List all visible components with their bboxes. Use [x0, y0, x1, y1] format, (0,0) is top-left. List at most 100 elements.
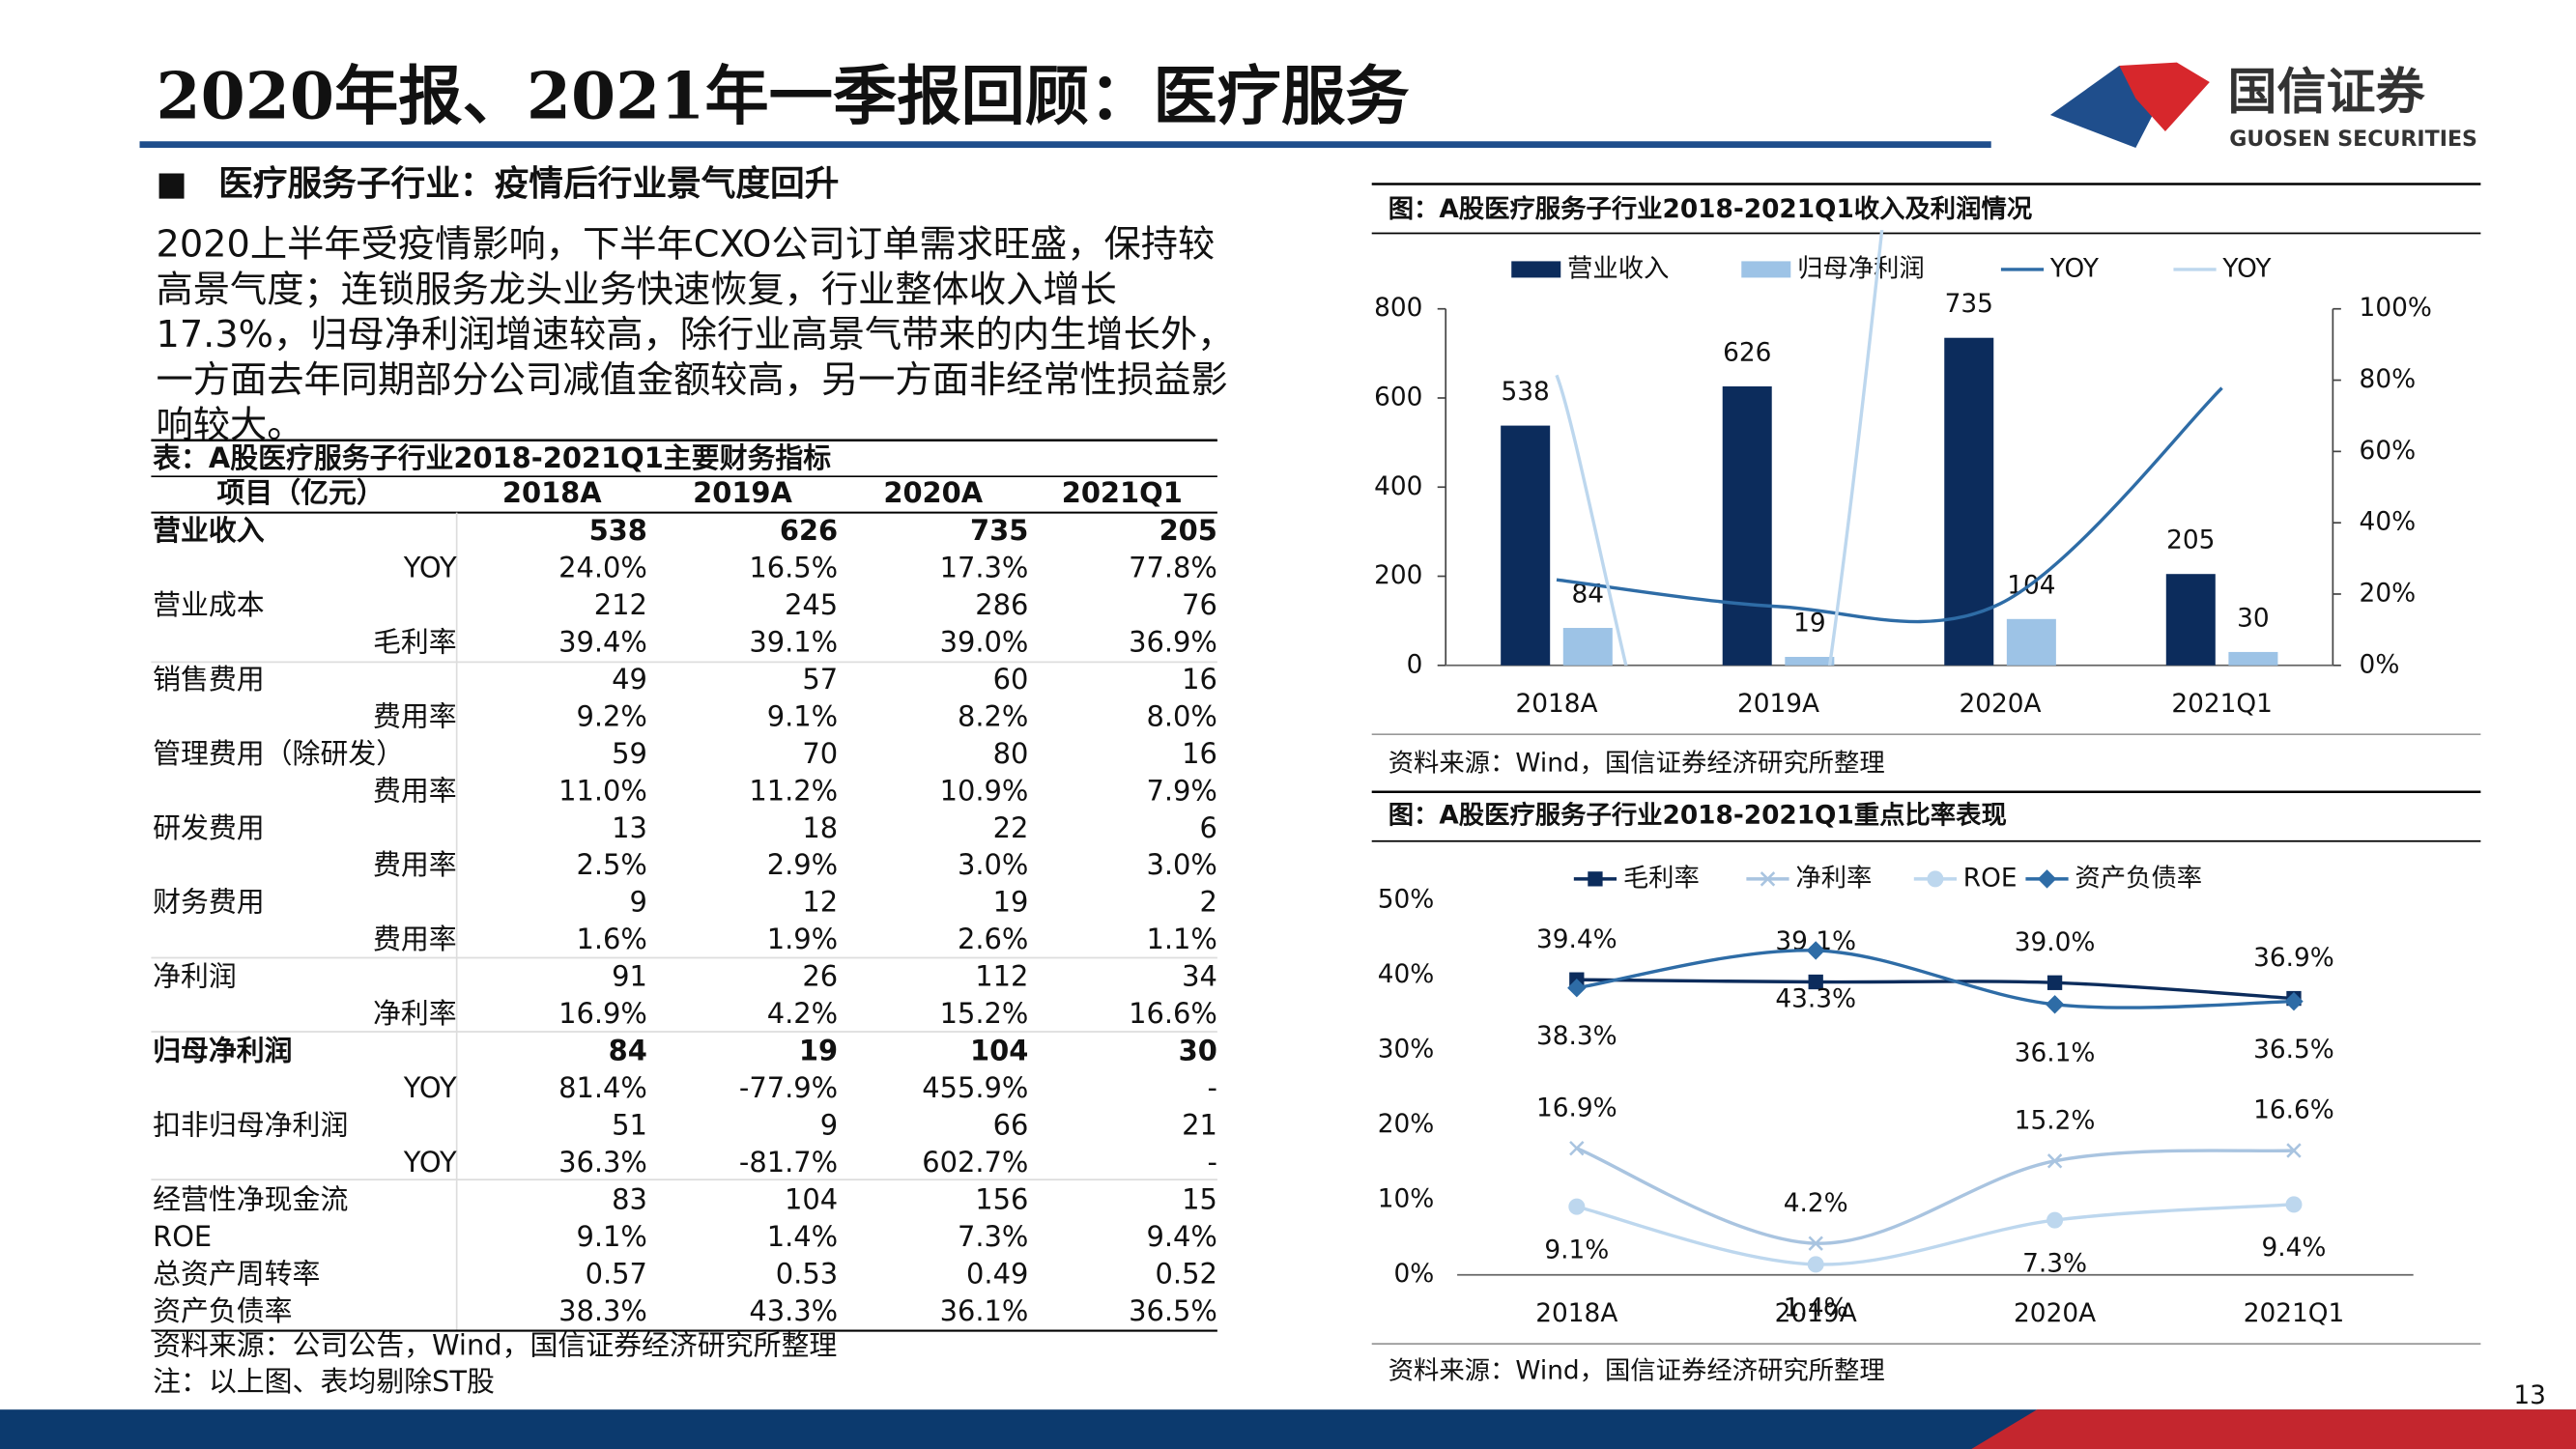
marker — [2037, 869, 2057, 889]
table-cell: 39.1% — [749, 625, 838, 658]
bar — [1785, 657, 1835, 666]
table-cell: 19 — [993, 886, 1029, 919]
x-tick-label: 2021Q1 — [2171, 690, 2273, 719]
x-tick-label: 2021Q1 — [2244, 1299, 2345, 1328]
table-cell: 7.3% — [958, 1220, 1028, 1253]
table-cell: 11.2% — [749, 774, 838, 807]
table-cell: 11.0% — [558, 774, 647, 807]
table-cell: 6 — [1200, 811, 1217, 844]
paragraph-line: 一方面去年同期部分公司减值金额较高，另一方面非经常性损益影 — [157, 358, 1228, 402]
row-label: YOY — [403, 551, 457, 583]
table-cell: 104 — [970, 1035, 1028, 1067]
bar — [2006, 618, 2056, 666]
chart-source: 资料来源：Wind，国信证券经济研究所整理 — [1388, 749, 1885, 778]
marker — [1588, 871, 1603, 887]
marker — [1927, 870, 1944, 888]
bar — [1722, 385, 1772, 666]
table-cell: 7.9% — [1146, 774, 1216, 807]
line — [1576, 1147, 2295, 1245]
bar — [1501, 425, 1551, 666]
table-cell: 19 — [799, 1035, 838, 1067]
y-tick-label: 50% — [1378, 885, 1435, 914]
row-label: 经营性净现金流 — [153, 1182, 348, 1215]
marker — [1808, 1236, 1823, 1251]
table-cell: 0.49 — [966, 1257, 1028, 1290]
table-cell: 2.5% — [577, 848, 647, 881]
legend-swatch — [1741, 261, 1791, 278]
table-cell: 10.9% — [940, 774, 1029, 807]
table-cell: 16 — [1182, 663, 1217, 696]
chart-title: 图：A股医疗服务子行业2018-2021Q1收入及利润情况 — [1388, 194, 2032, 224]
marker — [1807, 1256, 1824, 1273]
y2-tick-label: 0% — [2360, 650, 2400, 679]
table-title: 表：A股医疗服务子行业2018-2021Q1主要财务指标 — [153, 441, 831, 474]
marker — [2284, 991, 2304, 1011]
table-cell: 76 — [1182, 588, 1217, 621]
y-tick-label: 10% — [1378, 1185, 1435, 1214]
y2-tick-label: 20% — [2360, 579, 2417, 608]
table-cell: 9.1% — [577, 1220, 647, 1253]
bar-label: 30 — [2237, 604, 2270, 633]
table-cell: 8.2% — [958, 699, 1028, 732]
x-tick-label: 2018A — [1535, 1299, 1617, 1328]
paragraph-line: 17.3%，归母净利润增速较高，除行业高景气带来的内生增长外， — [157, 313, 1235, 356]
row-label: 费用率 — [373, 774, 457, 807]
y-tick-label: 30% — [1378, 1036, 1435, 1065]
table-cell: 3.0% — [958, 848, 1028, 881]
row-label: 资产负债率 — [153, 1294, 292, 1327]
data-label: 16.6% — [2253, 1096, 2334, 1125]
table-header: 2020A — [883, 476, 983, 509]
table-cell: 24.0% — [558, 551, 647, 583]
table-header: 项目（亿元） — [216, 476, 384, 509]
legend-label: ROE — [1963, 864, 2018, 893]
title-rule — [139, 141, 1991, 149]
table-cell: 36.1% — [940, 1294, 1029, 1327]
y2-tick-label: 80% — [2360, 365, 2417, 394]
table-cell: 156 — [975, 1182, 1028, 1215]
data-label: 36.1% — [2015, 1038, 2096, 1067]
row-label: 营业收入 — [153, 514, 265, 547]
y-tick-label: 0% — [1394, 1260, 1435, 1289]
table-cell: 1.4% — [767, 1220, 838, 1253]
table-cell: 735 — [970, 514, 1028, 547]
marker — [1808, 974, 1823, 990]
table-cell: 30 — [1179, 1035, 1217, 1067]
data-label: 39.0% — [2015, 928, 2096, 957]
marker — [1569, 1140, 1585, 1156]
bar — [2165, 574, 2216, 666]
row-label: 费用率 — [373, 848, 457, 881]
table-cell: 49 — [612, 663, 647, 696]
slide-title: 2020年报、2021年一季报回顾：医疗服务 — [157, 58, 1410, 133]
table-cell: 245 — [785, 588, 838, 621]
marker — [2045, 995, 2065, 1014]
table-cell: 16.6% — [1129, 997, 1217, 1030]
y-tick-label: 20% — [1378, 1110, 1435, 1139]
bar — [2228, 651, 2278, 666]
data-label: 7.3% — [2022, 1250, 2087, 1279]
legend-swatch — [1511, 261, 1561, 278]
table-cell: 9.2% — [577, 699, 647, 732]
logo-text: 国信证券 — [2228, 65, 2426, 122]
table-cell: 9 — [820, 1109, 838, 1142]
row-label: 管理费用（除研发） — [153, 737, 404, 770]
table-cell: 36.5% — [1129, 1294, 1217, 1327]
data-label: 43.3% — [1775, 984, 1856, 1013]
data-label: 9.1% — [1544, 1236, 1609, 1265]
table-cell: 4.2% — [767, 997, 838, 1030]
table-cell: 15.2% — [940, 997, 1029, 1030]
row-label: YOY — [403, 1146, 457, 1179]
table-cell: 22 — [993, 811, 1029, 844]
table-cell: 2 — [1200, 886, 1217, 919]
table-source: 资料来源：公司公告，Wind，国信证券经济研究所整理 — [153, 1329, 837, 1362]
row-label: 费用率 — [373, 923, 457, 955]
table-cell: 286 — [975, 588, 1028, 621]
y-tick-label: 0 — [1407, 650, 1423, 679]
y-tick-label: 600 — [1374, 383, 1422, 412]
section-heading: 医疗服务子行业：疫情后行业景气度回升 — [218, 164, 839, 204]
table-cell: 538 — [589, 514, 647, 547]
bar-label: 19 — [1793, 609, 1826, 638]
marker — [2046, 1153, 2063, 1169]
table-cell: 455.9% — [922, 1071, 1028, 1104]
